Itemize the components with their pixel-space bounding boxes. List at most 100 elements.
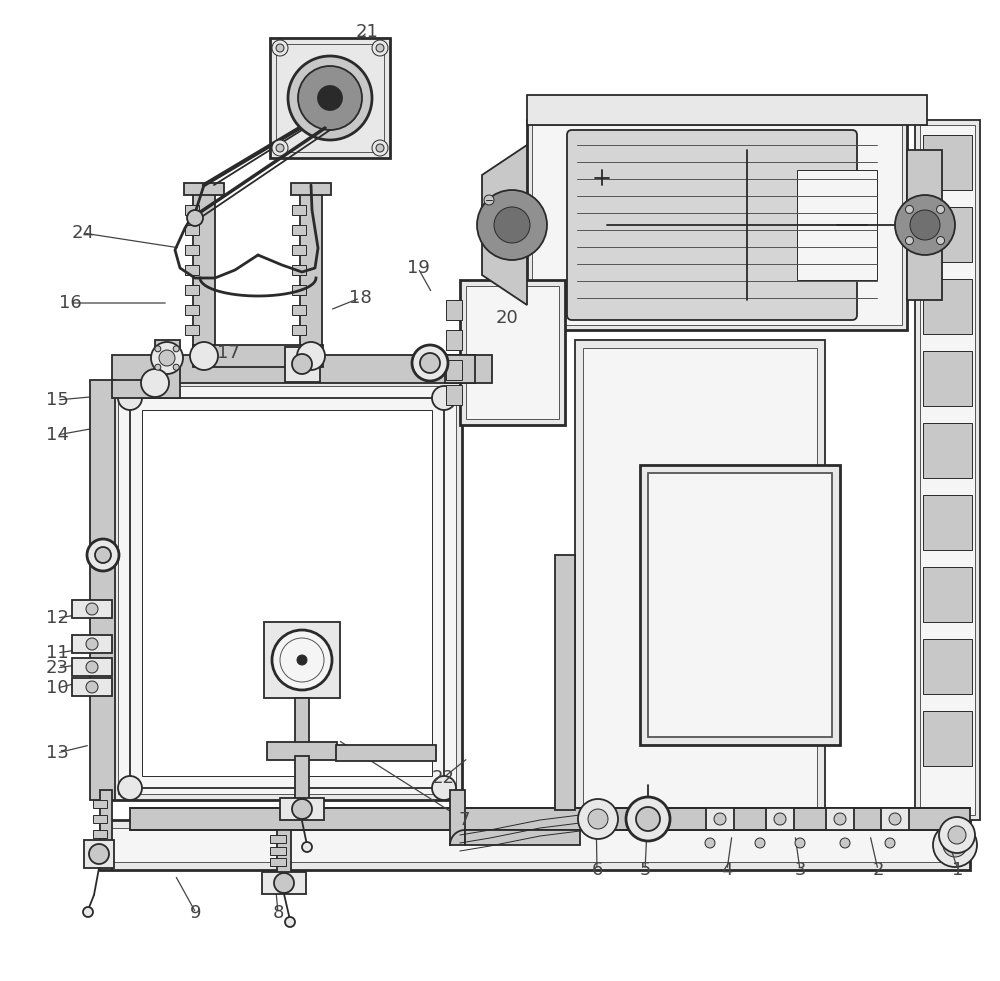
Bar bbox=[583, 348, 817, 812]
Bar bbox=[826, 808, 854, 830]
Bar bbox=[280, 798, 324, 820]
Bar bbox=[270, 38, 390, 158]
Circle shape bbox=[905, 236, 913, 244]
Bar bbox=[923, 279, 972, 334]
Circle shape bbox=[432, 386, 456, 410]
Bar bbox=[90, 380, 115, 800]
Bar bbox=[295, 698, 309, 748]
Bar bbox=[72, 600, 112, 618]
Bar bbox=[193, 185, 215, 360]
Text: 11: 11 bbox=[46, 644, 68, 662]
Circle shape bbox=[588, 809, 608, 829]
Bar bbox=[881, 808, 909, 830]
Circle shape bbox=[285, 917, 295, 927]
Bar bbox=[923, 135, 972, 190]
Bar bbox=[915, 120, 980, 820]
Bar bbox=[445, 355, 475, 383]
Polygon shape bbox=[482, 145, 527, 305]
Text: 19: 19 bbox=[407, 259, 429, 277]
Bar bbox=[100, 820, 970, 870]
Bar bbox=[185, 265, 199, 275]
Bar bbox=[112, 380, 172, 398]
Circle shape bbox=[288, 56, 372, 140]
Bar bbox=[262, 872, 306, 894]
Circle shape bbox=[118, 386, 142, 410]
Bar bbox=[527, 120, 907, 330]
Bar bbox=[648, 473, 832, 737]
Bar bbox=[264, 622, 340, 698]
Bar bbox=[706, 808, 734, 830]
Text: 7: 7 bbox=[458, 811, 470, 829]
Bar bbox=[797, 170, 877, 280]
Bar bbox=[155, 340, 180, 398]
Circle shape bbox=[276, 144, 284, 152]
Bar bbox=[446, 385, 462, 405]
Bar bbox=[555, 555, 575, 810]
Bar bbox=[285, 347, 320, 382]
Text: 14: 14 bbox=[46, 426, 68, 444]
Bar bbox=[292, 245, 306, 255]
Bar bbox=[292, 225, 306, 235]
Bar bbox=[907, 150, 942, 300]
Bar bbox=[923, 639, 972, 694]
Bar bbox=[108, 828, 962, 862]
Circle shape bbox=[939, 817, 975, 853]
Bar bbox=[923, 711, 972, 766]
FancyBboxPatch shape bbox=[567, 130, 857, 320]
Circle shape bbox=[905, 205, 913, 214]
Bar bbox=[276, 44, 384, 152]
Circle shape bbox=[372, 140, 388, 156]
Bar bbox=[292, 325, 306, 335]
Bar bbox=[84, 840, 114, 868]
Circle shape bbox=[297, 342, 325, 370]
Text: 8: 8 bbox=[272, 904, 284, 922]
Circle shape bbox=[933, 823, 977, 867]
Bar bbox=[923, 207, 972, 262]
Bar bbox=[292, 205, 306, 215]
Circle shape bbox=[95, 547, 111, 563]
Bar bbox=[93, 830, 107, 838]
Bar bbox=[292, 305, 306, 315]
Circle shape bbox=[86, 681, 98, 693]
Circle shape bbox=[298, 66, 362, 130]
Bar bbox=[923, 567, 972, 622]
Circle shape bbox=[420, 353, 440, 373]
Text: 23: 23 bbox=[46, 659, 68, 677]
Circle shape bbox=[626, 797, 670, 841]
Circle shape bbox=[477, 190, 547, 260]
Circle shape bbox=[494, 207, 530, 243]
Bar bbox=[575, 340, 825, 820]
Bar bbox=[100, 790, 112, 870]
Circle shape bbox=[86, 661, 98, 673]
Bar bbox=[460, 280, 565, 425]
Bar bbox=[923, 351, 972, 406]
Circle shape bbox=[318, 86, 342, 110]
Text: 4: 4 bbox=[721, 861, 733, 879]
Bar bbox=[270, 858, 286, 866]
Text: 5: 5 bbox=[639, 861, 651, 879]
Circle shape bbox=[840, 838, 850, 848]
Bar bbox=[193, 345, 323, 367]
Text: 18: 18 bbox=[349, 289, 371, 307]
Circle shape bbox=[795, 838, 805, 848]
Circle shape bbox=[376, 144, 384, 152]
Bar bbox=[466, 286, 559, 419]
Text: 20: 20 bbox=[496, 309, 518, 327]
Bar bbox=[336, 745, 436, 761]
Circle shape bbox=[187, 210, 203, 226]
Bar bbox=[185, 245, 199, 255]
Bar bbox=[185, 305, 199, 315]
Text: 22: 22 bbox=[432, 769, 454, 787]
Circle shape bbox=[155, 346, 161, 352]
Circle shape bbox=[89, 844, 109, 864]
Bar bbox=[185, 205, 199, 215]
Circle shape bbox=[705, 838, 715, 848]
Bar bbox=[292, 285, 306, 295]
Bar bbox=[923, 423, 972, 478]
Text: 2: 2 bbox=[872, 861, 884, 879]
Circle shape bbox=[889, 813, 901, 825]
Bar bbox=[277, 830, 291, 890]
Text: 6: 6 bbox=[591, 861, 603, 879]
Circle shape bbox=[714, 813, 726, 825]
Circle shape bbox=[272, 140, 288, 156]
